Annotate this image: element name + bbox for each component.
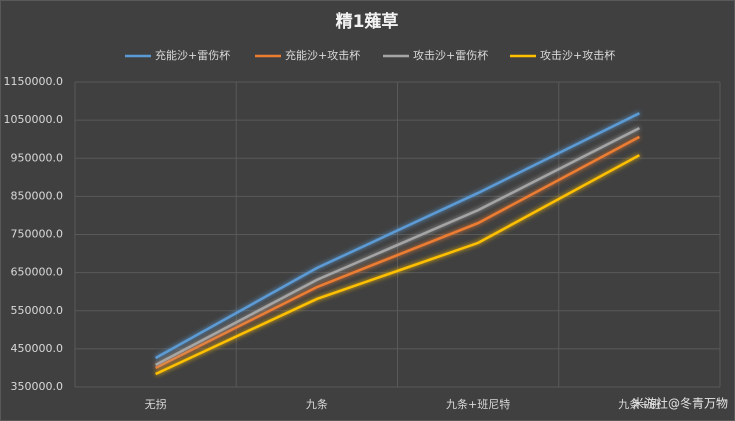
series-line <box>155 154 640 376</box>
y-tick-label: 850000.0 <box>11 189 64 202</box>
y-tick-label: 550000.0 <box>11 304 64 317</box>
x-tick-label: 九条 <box>306 397 328 411</box>
x-tick-label: 无拐 <box>145 397 167 411</box>
series-line <box>155 127 640 366</box>
legend-label: 充能沙+雷伤杯 <box>155 48 230 62</box>
watermark: 米游社@冬青万物 <box>632 396 728 411</box>
y-tick-label: 450000.0 <box>11 342 64 355</box>
y-tick-label: 1150000.0 <box>4 75 64 88</box>
x-tick-label: 九条+班 <box>618 397 660 411</box>
chart-title: 精1薙草 <box>336 11 399 32</box>
legend-label: 攻击沙+攻击杯 <box>540 48 615 62</box>
series-line <box>155 135 640 370</box>
y-tick-label: 350000.0 <box>11 380 64 393</box>
legend-label: 充能沙+攻击杯 <box>285 48 360 62</box>
y-tick-label: 750000.0 <box>11 228 64 241</box>
x-tick-label: 九条+班尼特 <box>446 397 510 411</box>
y-tick-label: 950000.0 <box>11 151 64 164</box>
y-tick-label: 1050000.0 <box>4 113 64 126</box>
y-tick-label: 650000.0 <box>11 266 64 279</box>
series-line <box>155 112 640 360</box>
legend-label: 攻击沙+雷伤杯 <box>413 48 488 62</box>
